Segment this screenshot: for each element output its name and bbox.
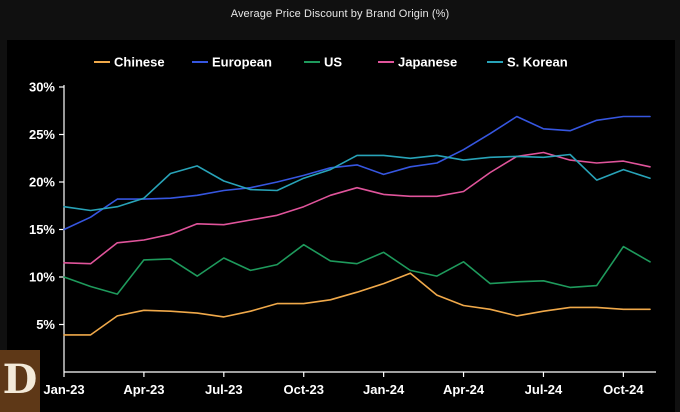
x-tick-label: Jan-24 <box>363 382 405 397</box>
y-tick-label: 20% <box>29 175 55 190</box>
series-line-chinese <box>63 272 651 336</box>
legend-label-s-korean: S. Korean <box>507 55 568 70</box>
x-tick-label: Jan-23 <box>43 382 84 397</box>
legend-label-chinese: Chinese <box>114 55 165 70</box>
series-line-japanese <box>63 151 651 265</box>
y-tick-label: 5% <box>36 317 55 332</box>
chart-title: Average Price Discount by Brand Origin (… <box>230 8 450 20</box>
x-tick-label: Apr-24 <box>443 382 485 397</box>
series-line-european <box>63 115 651 231</box>
y-tick-label: 10% <box>29 270 55 285</box>
y-tick-label: 15% <box>29 222 55 237</box>
legend-label-european: European <box>212 55 272 70</box>
series-line-s-korean <box>63 153 651 212</box>
x-tick-label: Jul-24 <box>525 382 563 397</box>
y-tick-label: 30% <box>29 80 55 95</box>
x-tick-label: Apr-23 <box>123 382 164 397</box>
brand-logo-glyph: D <box>2 356 38 403</box>
plot-panel <box>7 40 675 412</box>
x-tick-label: Oct-24 <box>603 382 644 397</box>
legend-label-japanese: Japanese <box>398 55 457 70</box>
x-tick-label: Jul-23 <box>205 382 243 397</box>
y-tick-label: 25% <box>29 127 55 142</box>
series-line-us <box>63 243 651 295</box>
legend-label-us: US <box>324 55 342 70</box>
brand-logo <box>0 350 40 412</box>
x-tick-label: Oct-23 <box>283 382 323 397</box>
